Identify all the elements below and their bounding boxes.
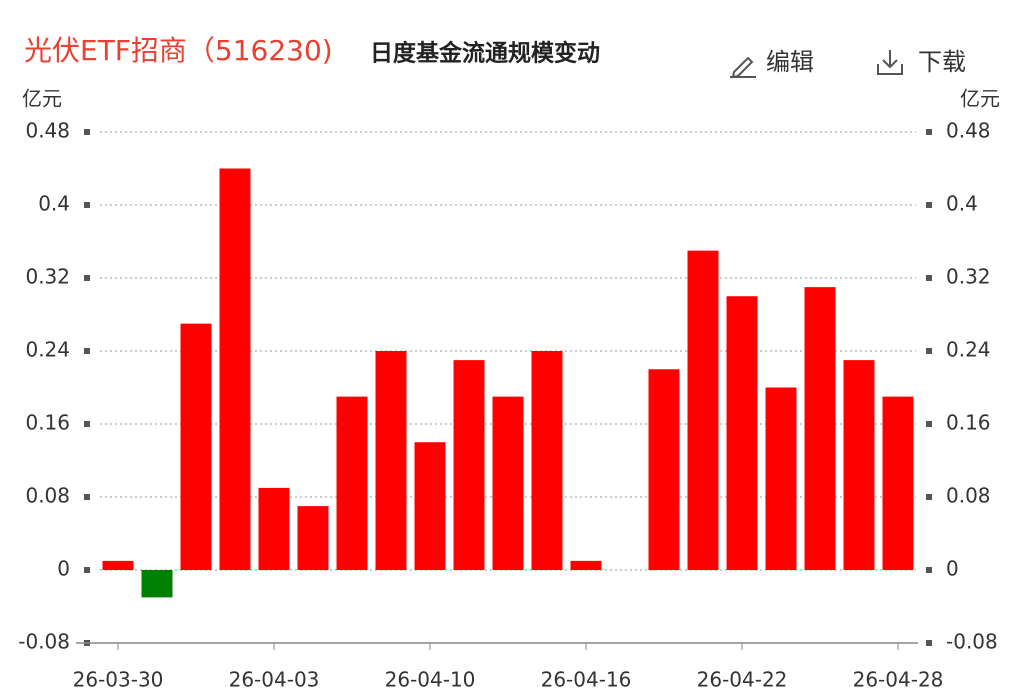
y2-tick-label: 0.4 [946, 192, 978, 216]
y2-tick-mark [926, 421, 932, 427]
x-tick-label: 26-04-10 [385, 668, 476, 692]
bar [219, 168, 251, 570]
y2-tick-mark [926, 129, 932, 135]
download-label: 下载 [918, 48, 966, 76]
y-tick-label: 0.08 [25, 484, 70, 508]
y-tick-label: 0 [57, 557, 70, 581]
y2-tick-mark [926, 202, 932, 208]
bar [336, 396, 368, 570]
y-tick-mark [84, 129, 90, 135]
bar [570, 560, 602, 570]
y-tick-label: 0.24 [25, 338, 70, 362]
bar [180, 323, 212, 570]
bar [453, 360, 485, 570]
bar [102, 560, 134, 570]
bar [648, 369, 680, 570]
bar [726, 296, 758, 570]
y-tick-mark [84, 202, 90, 208]
y2-tick-label: 0.48 [946, 119, 991, 143]
bar [492, 396, 524, 570]
x-tick-label: 26-04-03 [229, 668, 320, 692]
y-tick-label: 0.4 [38, 192, 70, 216]
y-tick-mark [84, 421, 90, 427]
x-tick-label: 26-04-22 [697, 668, 788, 692]
download-icon [877, 50, 903, 75]
x-tick-label: 26-03-30 [73, 668, 164, 692]
y-unit: 亿元 [22, 87, 62, 111]
y2-tick-mark [926, 348, 932, 354]
edit-icon [730, 56, 756, 79]
y2-tick-label: -0.08 [946, 630, 998, 654]
chart-title: 光伏ETF招商（516230) [24, 34, 333, 67]
y2-tick-mark [926, 275, 932, 281]
x-tick-label: 26-04-16 [541, 668, 632, 692]
y-tick-mark [84, 348, 90, 354]
y-tick-label: 0.48 [25, 119, 70, 143]
bar [375, 351, 407, 570]
bar [531, 351, 563, 570]
y-tick-label: -0.08 [18, 630, 70, 654]
x-tick-label: 26-04-28 [853, 668, 944, 692]
bar [804, 287, 836, 570]
chart-subtitle: 日度基金流通规模变动 [370, 40, 600, 67]
bar [141, 570, 173, 598]
bar [765, 387, 797, 570]
bar [843, 360, 875, 570]
edit-label: 编辑 [766, 48, 814, 76]
y2-unit: 亿元 [960, 87, 1000, 111]
y-tick-mark [84, 567, 90, 573]
bar [882, 396, 914, 570]
bar [414, 442, 446, 570]
y2-tick-label: 0.32 [946, 265, 991, 289]
y2-tick-label: 0.16 [946, 411, 991, 435]
y2-tick-mark [926, 494, 932, 500]
y-tick-label: 0.16 [25, 411, 70, 435]
y-tick-mark [84, 494, 90, 500]
y2-tick-mark [926, 567, 932, 573]
y-tick-label: 0.32 [25, 265, 70, 289]
y2-tick-label: 0.08 [946, 484, 991, 508]
y-tick-mark [84, 275, 90, 281]
bar [297, 506, 329, 570]
y2-tick-label: 0.24 [946, 338, 991, 362]
edit-button[interactable]: 编辑 [730, 48, 814, 79]
bar [687, 250, 719, 570]
bar [258, 487, 290, 570]
y2-tick-mark [926, 640, 932, 646]
download-button[interactable]: 下载 [877, 48, 966, 76]
y2-tick-label: 0 [946, 557, 959, 581]
